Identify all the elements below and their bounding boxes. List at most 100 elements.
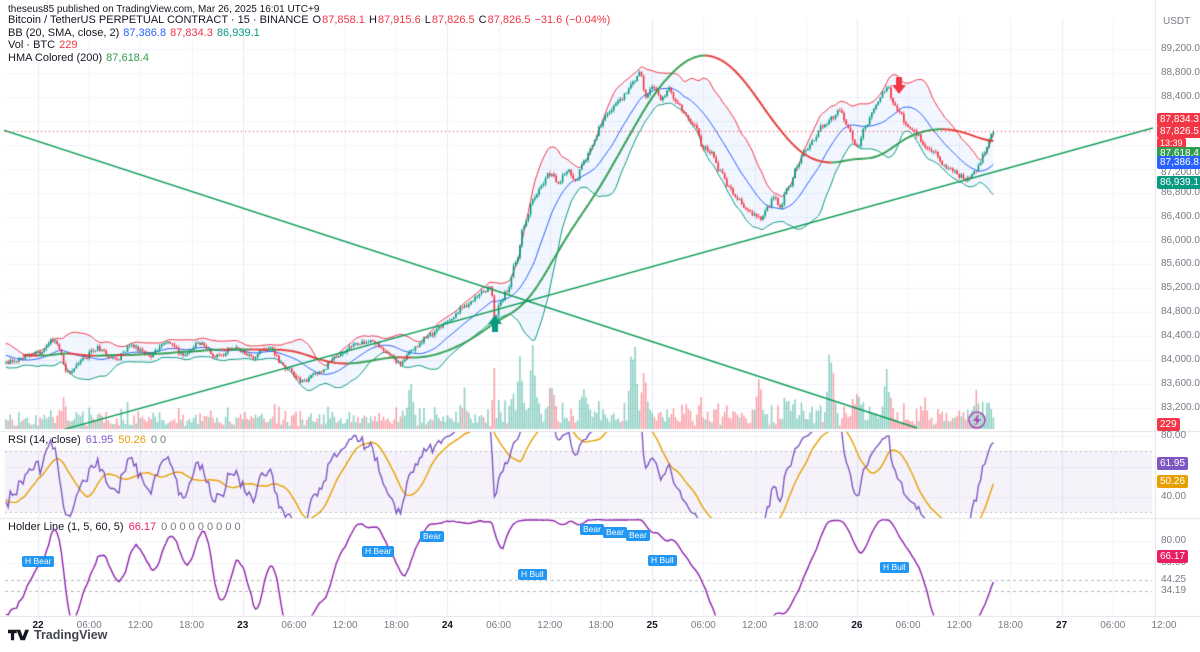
time-axis-label: 18:00 [588, 620, 614, 631]
tradingview-brand: TradingView [34, 628, 108, 642]
signal-label: H Bull [648, 555, 677, 566]
time-axis-label: 18:00 [997, 620, 1023, 631]
chart-legend: Bitcoin / TetherUS PERPETUAL CONTRACT · … [8, 14, 614, 65]
axis-label: 84,400.0 [1161, 330, 1200, 342]
price-axis[interactable]: 89,200.0 88,800.0 88,400.0 87,200.0 86,800.0… [1156, 0, 1200, 616]
time-axis-label: 12:00 [1151, 620, 1177, 631]
volume-indicator-label[interactable]: Vol · BTC [8, 39, 56, 51]
bb-lower-value: 86,939.1 [216, 26, 260, 39]
axis-badge: 87,834.3 [1157, 113, 1200, 126]
time-axis-label: 12:00 [332, 620, 358, 631]
time-axis-label: 06:00 [486, 620, 512, 631]
holder-extra-values: 0 0 0 0 0 0 0 0 0 [161, 521, 241, 533]
time-axis-label: 12:00 [127, 620, 153, 631]
open-label: O [312, 14, 322, 26]
axis-label: 60.00 [1161, 557, 1187, 568]
hma-row: HMA Colored (200) 87,618.4 [8, 51, 614, 65]
high-value: 87,915.6 [377, 14, 421, 26]
symbol-title[interactable]: Bitcoin / TetherUS PERPETUAL CONTRACT · … [8, 14, 309, 26]
attribution: theseus85 published on TradingView.com, … [8, 4, 320, 15]
signal-label: H Bear [362, 546, 395, 557]
signal-label: Bear [603, 527, 627, 538]
close-label: C [478, 14, 487, 26]
time-axis-label: 06:00 [1100, 620, 1126, 631]
axis-badge: 87,386.8 [1157, 156, 1200, 169]
bb-indicator-label[interactable]: BB (20, SMA, close, 2) [8, 26, 120, 39]
time-axis-day-label: 25 [646, 620, 658, 631]
time-axis-day-label: 24 [441, 620, 453, 631]
volume-row: Vol · BTC 229 [8, 39, 614, 52]
axis-badge: 87,826.5 [1157, 125, 1200, 138]
time-axis-label: 06:00 [76, 620, 102, 631]
change-value: −31.6 (−0.04%) [534, 14, 611, 26]
axis-label: 85,200.0 [1161, 282, 1200, 294]
axis-label: 87,200.0 [1161, 167, 1200, 178]
axis-badge: 229 [1157, 417, 1180, 431]
axis-label: 44.25 [1161, 574, 1187, 585]
low-label: L [424, 14, 431, 26]
rsi-ma-value: 50.26 [118, 434, 146, 446]
axis-badge: 50.26 [1157, 474, 1189, 488]
axis-label: 80.00 [1161, 535, 1187, 546]
axis-label: 80.00 [1161, 430, 1187, 441]
time-axis-label: 18:00 [179, 620, 205, 631]
time-axis-label: 06:00 [690, 620, 716, 631]
time-axis-label: 12:00 [742, 620, 768, 631]
time-axis-day-label: 23 [237, 620, 249, 631]
axis-label: 88,800.0 [1161, 67, 1200, 79]
time-axis-label: 18:00 [383, 620, 409, 631]
bb-basis-value: 87,386.8 [123, 26, 167, 39]
axis-label: 34.19 [1161, 585, 1187, 596]
axis-label: 85,600.0 [1161, 258, 1200, 270]
axis-badge: 13:39 [1157, 137, 1186, 149]
hma-indicator-label[interactable]: HMA Colored (200) [8, 51, 103, 64]
axis-label: 86,400.0 [1161, 210, 1200, 222]
tradingview-footer[interactable]: TradingView [8, 628, 107, 642]
tradingview-logo-icon [8, 629, 29, 641]
rsi-legend: RSI (14, close) 61.95 50.26 0 0 [8, 434, 171, 446]
volume-value: 229 [59, 39, 78, 51]
currency-label: USDT [1163, 16, 1191, 27]
open-value: 87,858.1 [322, 14, 365, 26]
signal-label: H Bull [518, 569, 547, 580]
signal-label: Bear [580, 524, 604, 535]
close-value: 87,826.5 [487, 14, 531, 26]
holder-line-legend: Holder Line (1, 5, 60, 5) 66.17 0 0 0 0 0 … [8, 521, 246, 533]
time-axis-day-label: 22 [32, 620, 44, 631]
time-axis-label: 06:00 [895, 620, 921, 631]
axis-label: 89,200.0 [1161, 43, 1200, 55]
high-label: H [368, 14, 377, 26]
axis-label: 86,000.0 [1161, 234, 1200, 246]
symbol-row: Bitcoin / TetherUS PERPETUAL CONTRACT · … [8, 14, 614, 27]
signal-label: Bear [626, 530, 650, 541]
axis-label: 83,200.0 [1161, 401, 1200, 413]
time-axis-label: 12:00 [537, 620, 563, 631]
time-axis-label: 18:00 [793, 620, 819, 631]
bb-upper-value: 87,834.3 [170, 26, 213, 39]
signal-label: H Bull [880, 562, 909, 573]
signal-label: H Bear [22, 556, 55, 567]
holder-indicator-label[interactable]: Holder Line (1, 5, 60, 5) [8, 521, 124, 533]
time-axis-label: 12:00 [946, 620, 972, 631]
axis-badge: 61.95 [1157, 457, 1189, 470]
holder-value: 66.17 [128, 521, 157, 533]
hma-value: 87,618.4 [106, 51, 149, 64]
axis-badge: 86,939.1 [1157, 175, 1200, 189]
axis-label: 40.00 [1161, 491, 1187, 502]
rsi-extra-values: 0 0 [150, 434, 167, 446]
axis-label: 84,800.0 [1161, 306, 1200, 318]
time-axis-day-label: 27 [1056, 620, 1068, 631]
signal-label: Bear [420, 531, 444, 542]
rsi-value: 61.95 [85, 434, 114, 446]
rsi-indicator-label[interactable]: RSI (14, close) [8, 434, 81, 446]
axis-badge: 66.17 [1157, 549, 1189, 563]
low-value: 87,826.5 [431, 14, 475, 26]
time-axis[interactable]: 22 06:00 12:00 18:00 23 06:00 12:00 18:00 24 06:0… [0, 618, 1200, 636]
axis-label: 84,000.0 [1161, 354, 1200, 366]
axis-label: 83,600.0 [1161, 378, 1200, 390]
axis-label: 88,400.0 [1161, 90, 1200, 102]
time-axis-label: 06:00 [281, 620, 307, 631]
axis-label: 86,800.0 [1161, 186, 1200, 198]
